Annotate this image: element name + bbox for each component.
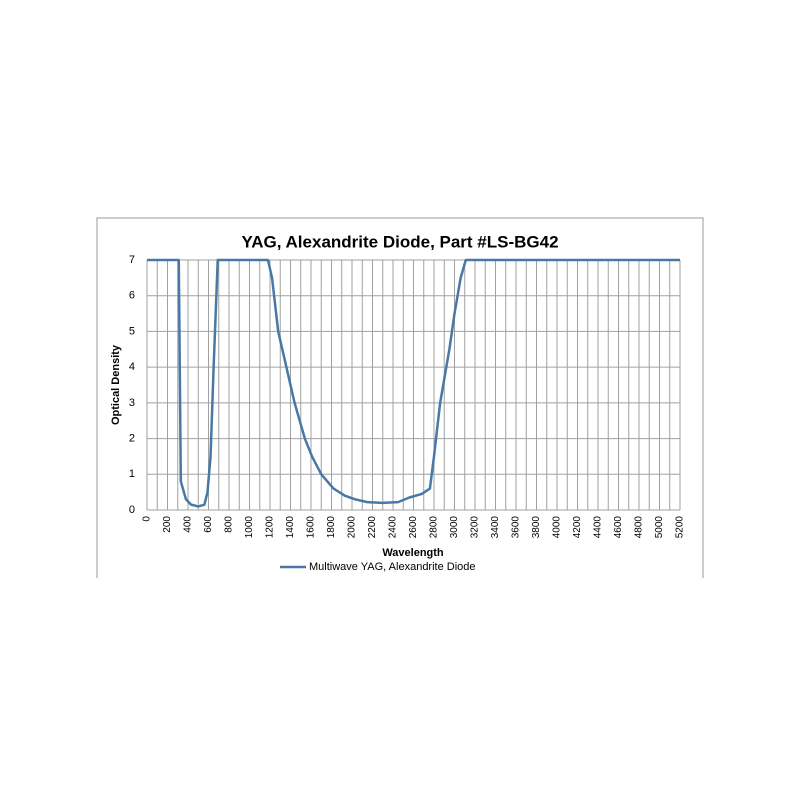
data-line [147,258,680,508]
y-tick-label: 6 [129,290,135,302]
x-tick-label: 1000 [244,516,255,539]
x-tick-label: 3000 [449,516,460,539]
x-tick-label: 200 [162,516,173,533]
x-tick-label: 4400 [593,516,604,539]
x-tick-label: 1400 [285,516,296,539]
x-tick-label: 1200 [265,516,276,539]
legend-label: Multiwave YAG, Alexandrite Diode [309,561,476,573]
x-tick-label: 2800 [429,516,440,539]
page-background [0,578,800,800]
plot-area: 0 200 400 600 800 1000 1200 1400 1600 1800 2000 220… [129,254,686,573]
y-tick-label: 5 [129,325,135,337]
y-tick-label: 1 [129,468,135,480]
x-tick-label: 5200 [675,516,686,539]
x-tick-label: 2000 [347,516,358,539]
x-tick-label: 4600 [613,516,624,539]
x-tick-label: 600 [203,516,214,533]
x-tick-label: 4800 [634,516,645,539]
y-tick-label: 2 [129,432,135,444]
y-tick-label: 4 [129,361,135,373]
x-tick-label: 2600 [408,516,419,539]
y-tick-label: 7 [129,254,135,266]
x-tick-label: 4200 [572,516,583,539]
x-tick-label: 3200 [470,516,481,539]
x-tick-label: 400 [183,516,194,533]
x-axis-label: Wavelength [382,547,444,559]
x-tick-label: 1800 [326,516,337,539]
x-tick-label: 3800 [531,516,542,539]
y-tick-label: 0 [129,504,135,516]
x-tick-label: 0 [142,516,153,522]
x-tick-label: 3600 [511,516,522,539]
x-tick-label: 3400 [490,516,501,539]
y-axis-label: Optical Density [110,344,122,425]
chart-title: YAG, Alexandrite Diode, Part #LS-BG42 [241,232,558,251]
x-tick-label: 5000 [654,516,665,539]
x-tick-label: 2400 [388,516,399,539]
x-tick-label: 4000 [552,516,563,539]
y-tick-label: 3 [129,397,135,409]
x-tick-label: 1600 [306,516,317,539]
x-tick-label: 800 [224,516,235,533]
x-tick-label: 2200 [367,516,378,539]
